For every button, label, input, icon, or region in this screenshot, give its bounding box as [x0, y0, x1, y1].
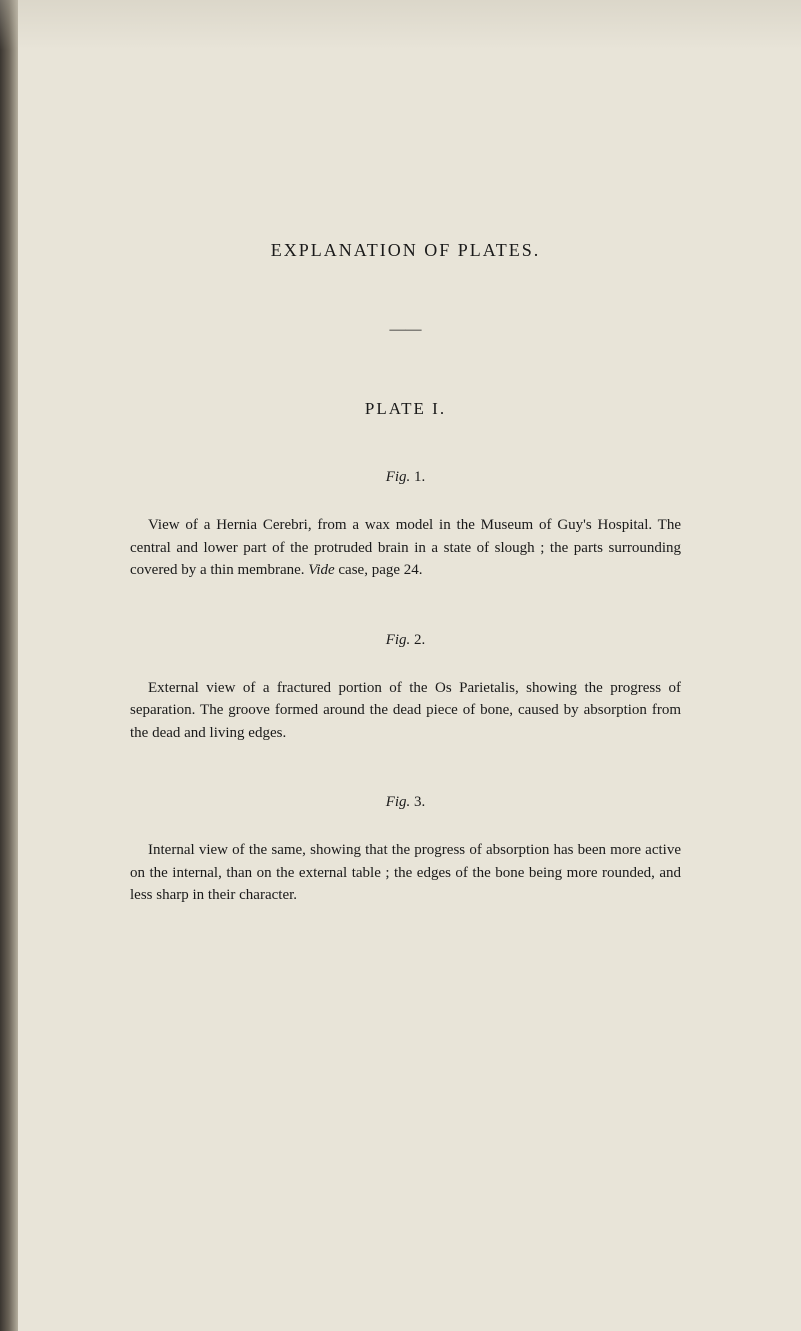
- fig-prefix: Fig.: [386, 794, 411, 810]
- document-page: EXPLANATION OF PLATES. —— PLATE I. Fig. …: [0, 0, 801, 1017]
- text-segment: case, page 24.: [335, 562, 423, 578]
- plate-title: PLATE I.: [130, 399, 681, 419]
- fig-prefix: Fig.: [386, 469, 411, 485]
- figure-section-2: Fig. 2. External view of a fractured por…: [130, 632, 681, 745]
- fig-number: 3.: [414, 794, 425, 810]
- figure-text-2: External view of a fractured portion of …: [130, 677, 681, 745]
- text-segment: Internal view of the same, showing that …: [130, 842, 681, 903]
- figure-section-1: Fig. 1. View of a Hernia Cerebri, from a…: [130, 469, 681, 582]
- figure-text-3: Internal view of the same, showing that …: [130, 839, 681, 907]
- fig-prefix: Fig.: [386, 632, 411, 648]
- page-top-shadow: [0, 0, 801, 50]
- fig-number: 1.: [414, 469, 425, 485]
- figure-label-3: Fig. 3.: [130, 794, 681, 811]
- figure-section-3: Fig. 3. Internal view of the same, showi…: [130, 794, 681, 907]
- main-title: EXPLANATION OF PLATES.: [130, 240, 681, 261]
- text-segment: External view of a fractured portion of …: [130, 680, 681, 741]
- page-binding-shadow: [0, 0, 18, 1331]
- fig-number: 2.: [414, 632, 425, 648]
- figure-label-1: Fig. 1.: [130, 469, 681, 486]
- figure-label-2: Fig. 2.: [130, 632, 681, 649]
- section-divider: ——: [130, 321, 681, 339]
- italic-text: Vide: [308, 562, 334, 578]
- figure-text-1: View of a Hernia Cerebri, from a wax mod…: [130, 514, 681, 582]
